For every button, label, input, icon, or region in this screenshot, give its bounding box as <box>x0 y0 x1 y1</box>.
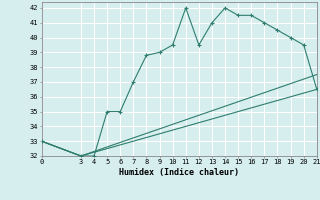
X-axis label: Humidex (Indice chaleur): Humidex (Indice chaleur) <box>119 168 239 177</box>
